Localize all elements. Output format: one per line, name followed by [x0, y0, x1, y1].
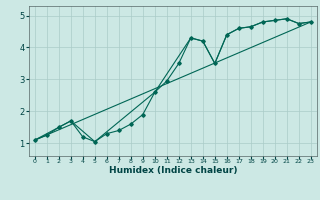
X-axis label: Humidex (Indice chaleur): Humidex (Indice chaleur)	[108, 166, 237, 175]
